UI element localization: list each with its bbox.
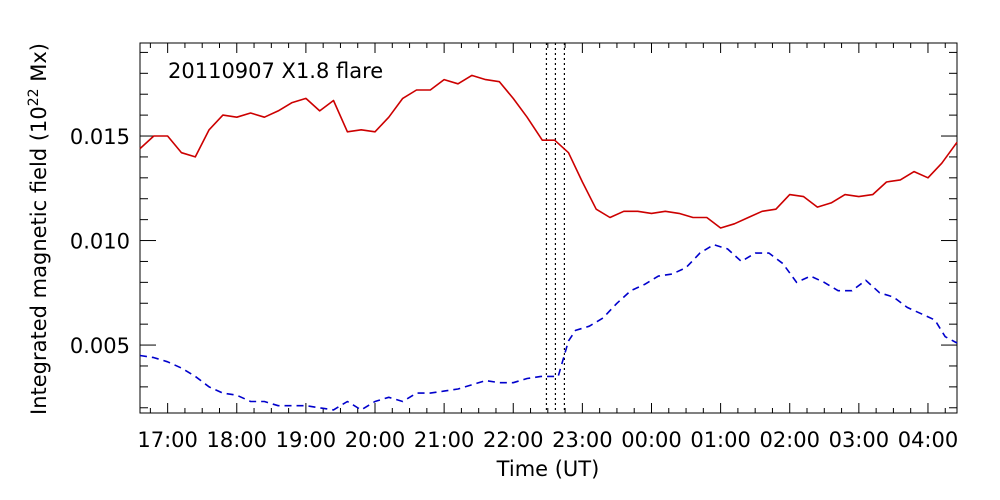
data-series — [139, 74, 958, 411]
y-tick-label: 0.015 — [70, 125, 130, 149]
x-tick-label: 23:00 — [552, 428, 613, 452]
x-tick-label: 21:00 — [414, 428, 475, 452]
x-tick-label: 19:00 — [276, 428, 337, 452]
x-tick-label: 04:00 — [898, 428, 959, 452]
series-line-1 — [139, 74, 958, 229]
y-tick-label: 0.005 — [70, 334, 130, 358]
x-tick-label: 20:00 — [345, 428, 406, 452]
x-tick-label: 18:00 — [207, 428, 268, 452]
flare-time-markers — [545, 43, 565, 413]
y-axis-label: Integrated magnetic field (1022 Mx) — [26, 43, 51, 415]
y-axis-label-main: Integrated magnetic field (10 — [27, 106, 51, 415]
y-axis-label-exponent: 22 — [26, 88, 42, 106]
plot-frame — [139, 42, 958, 414]
x-tick-label: 02:00 — [759, 428, 820, 452]
x-tick-label: 00:00 — [621, 428, 682, 452]
x-tick-label: 01:00 — [690, 428, 751, 452]
y-tick-label: 0.010 — [70, 230, 130, 254]
y-axis-label-unit: Mx) — [27, 43, 51, 88]
x-tick-label: 17:00 — [137, 428, 198, 452]
x-axis-label: Time (UT) — [496, 457, 600, 481]
x-tick-label: 03:00 — [829, 428, 890, 452]
axis-ticks: 17:00 18:00 19:00 20:00 21:00 22:00 23:00 00:00… — [70, 43, 958, 452]
series-line-2 — [139, 243, 958, 411]
flare-annotation: 20110907 X1.8 flare — [168, 59, 383, 83]
x-tick-label: 22:00 — [483, 428, 544, 452]
